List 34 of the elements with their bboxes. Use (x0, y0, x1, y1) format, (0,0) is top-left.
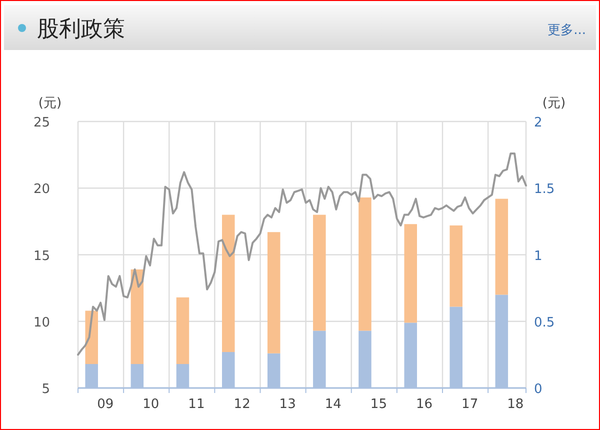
y2-axis-title: (元) (542, 96, 566, 111)
bar (358, 197, 372, 331)
y2-tick-label: 0.5 (534, 315, 555, 330)
x-tick-label: 11 (188, 397, 205, 412)
bar (495, 198, 508, 295)
x-tick-label: 14 (324, 397, 342, 412)
x-tick-label: 15 (370, 397, 387, 412)
y-tick-label: 10 (33, 315, 50, 330)
x-tick-label: 18 (507, 397, 524, 412)
bar (267, 232, 280, 354)
x-tick-label: 10 (142, 397, 160, 412)
y-tick-label: 15 (33, 248, 50, 264)
text: 更多... (548, 23, 586, 38)
y2-tick-label: 1 (534, 248, 542, 264)
bar (176, 297, 190, 364)
y-tick-label: 25 (33, 116, 50, 130)
bar (130, 269, 144, 364)
y-tick-label: 5 (42, 382, 50, 397)
x-tick-label: 09 (97, 397, 114, 412)
bar (313, 214, 326, 331)
y-tick-label: 20 (33, 182, 50, 198)
y2-tick-label: 1.5 (534, 182, 555, 198)
y2-tick-label: 2 (534, 116, 542, 130)
x-tick-label: 17 (462, 397, 478, 412)
x-tick-label: 12 (234, 397, 250, 412)
y2-tick-label: 0 (534, 382, 542, 397)
x-tick-label: 13 (279, 397, 296, 412)
chart-title: 股利政策 (37, 17, 125, 42)
bar (222, 214, 235, 352)
bar (404, 224, 417, 323)
y-axis-title: (元) (38, 96, 62, 111)
x-tick-label: 16 (416, 397, 433, 412)
bar (450, 225, 462, 307)
line-series (77, 152, 527, 356)
